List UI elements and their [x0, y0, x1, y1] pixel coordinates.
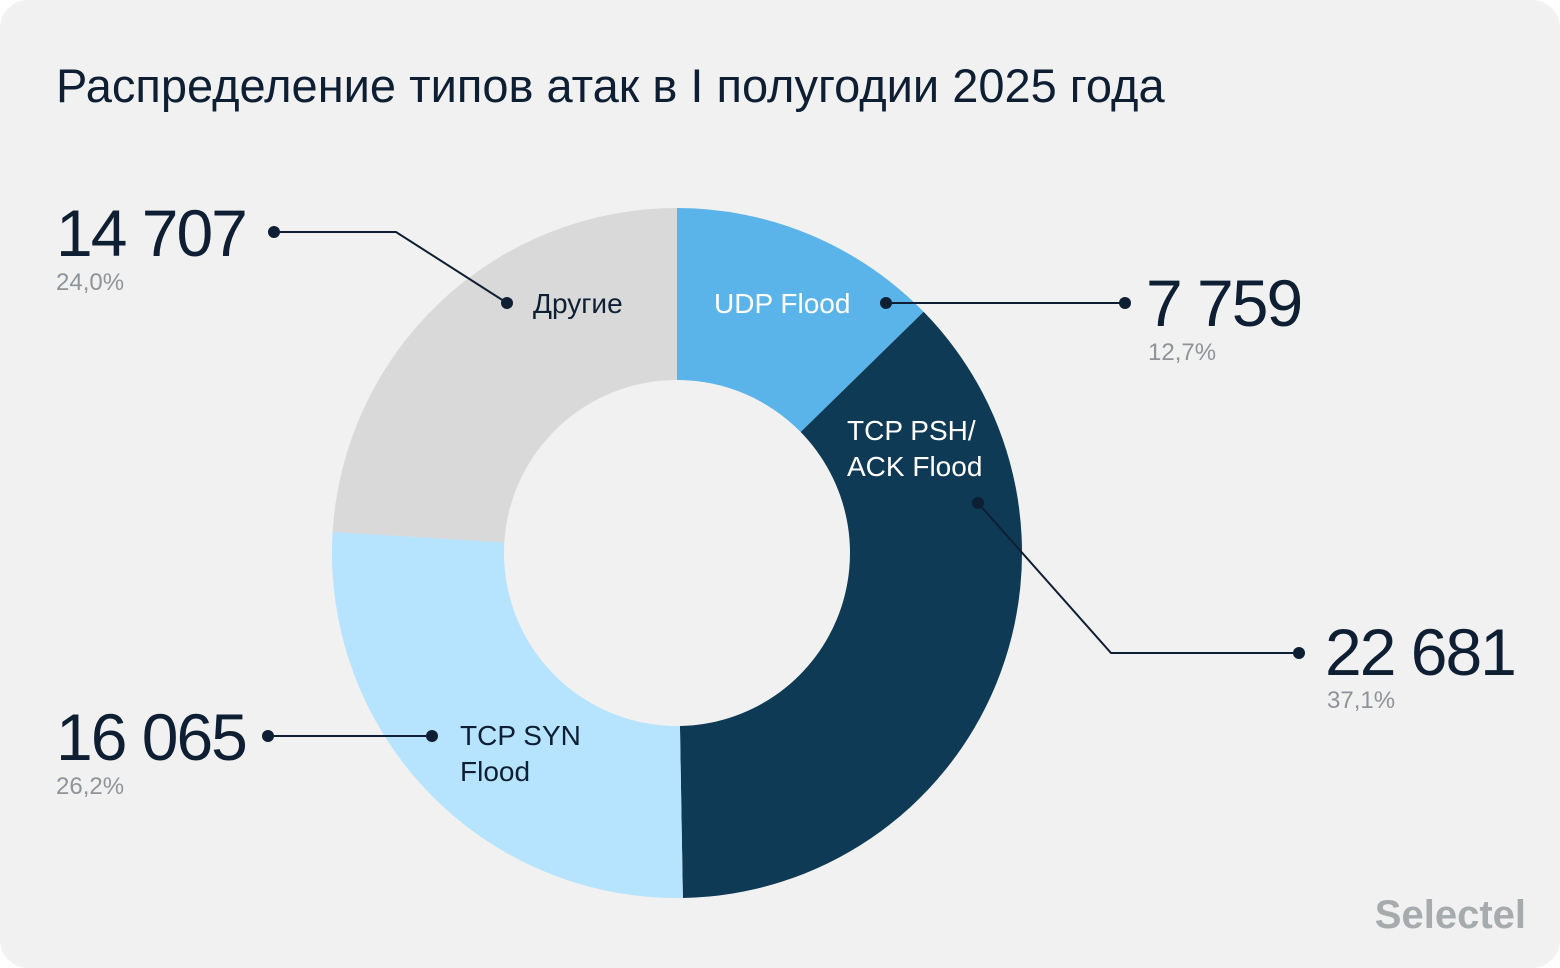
slice-label-другие: Другие — [533, 288, 623, 319]
slice-label-tcp-syn-flood: TCP SYN Flood — [460, 720, 581, 787]
slice-label-tcp-psh-ack-flood: TCP PSH/ACK Flood — [847, 415, 982, 482]
leader-dot-inner-tcp-syn-flood — [426, 730, 438, 742]
slices-group — [332, 207, 1022, 898]
leader-lines-group — [262, 226, 1305, 742]
leader-line-другие — [274, 231, 508, 304]
leader-dot-outer-tcp-syn-flood — [262, 730, 274, 742]
value-label-tcp-syn-flood: 16 065 — [56, 700, 246, 774]
slice-label-udp-flood: UDP Flood — [714, 288, 850, 319]
value-label-udp-flood: 7 759 — [1146, 266, 1301, 340]
chart-title: Распределение типов атак в I полугодии 2… — [56, 59, 1165, 112]
percent-label-tcp-syn-flood: 26,2% — [56, 773, 124, 800]
percent-label-udp-flood: 12,7% — [1148, 339, 1216, 366]
leader-dot-outer-tcp-psh-ack-flood — [1293, 647, 1305, 659]
percent-label-tcp-psh-ack-flood: 37,1% — [1327, 687, 1395, 714]
leader-dot-inner-tcp-psh-ack-flood — [972, 497, 984, 509]
brand-logo: Selectel — [1375, 893, 1526, 937]
slice-tcp-psh-ack-flood — [679, 311, 1022, 898]
leader-dot-outer-другие — [268, 226, 280, 238]
leader-dot-outer-udp-flood — [1119, 297, 1131, 309]
percent-label-другие: 24,0% — [56, 269, 124, 296]
leader-dot-inner-udp-flood — [880, 297, 892, 309]
slice-udp-flood — [677, 208, 924, 433]
leader-line-tcp-psh-ack-flood — [977, 502, 1299, 654]
slice-tcp-syn-flood — [332, 531, 683, 898]
value-label-другие: 14 707 — [56, 196, 246, 270]
value-label-tcp-psh-ack-flood: 22 681 — [1325, 615, 1515, 689]
leader-dot-inner-другие — [501, 297, 513, 309]
slice-другие — [332, 207, 677, 543]
